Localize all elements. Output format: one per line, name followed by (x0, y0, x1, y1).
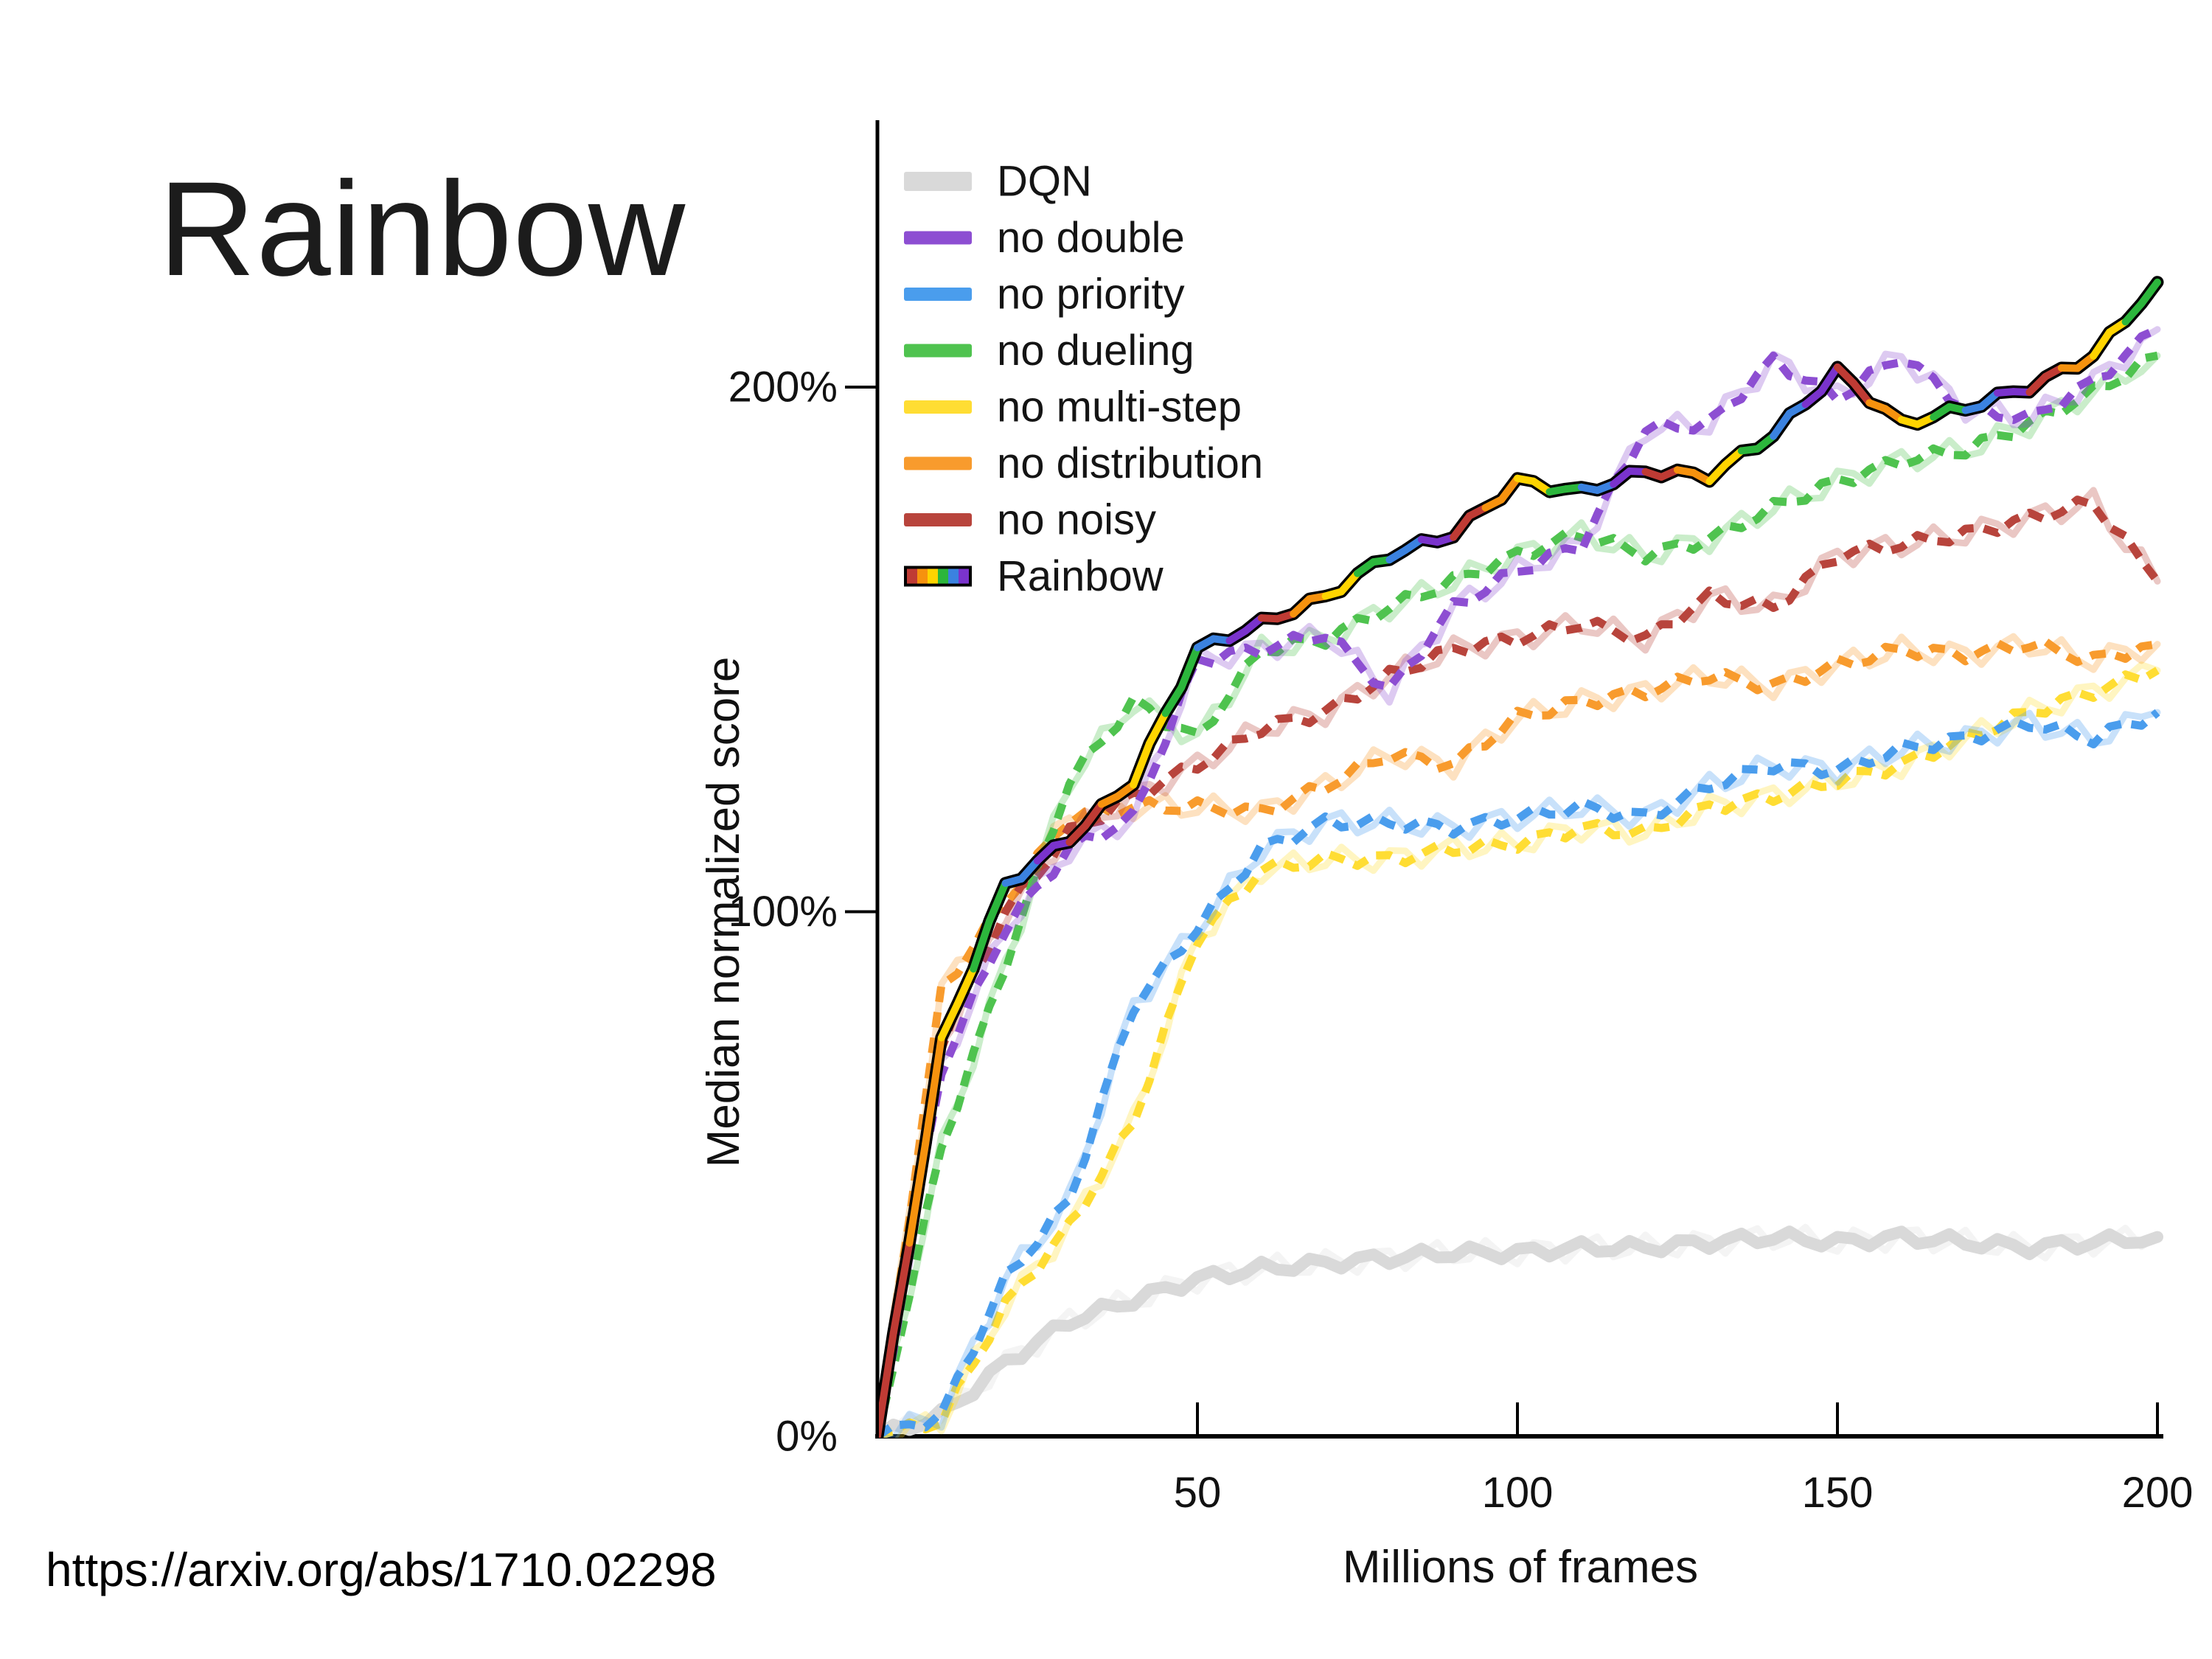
legend-swatch-band (948, 568, 959, 584)
series-shade-dqn (879, 1223, 2161, 1438)
legend: DQN no double no priority no dueling no mult… (904, 158, 1263, 600)
series-line-dqn (879, 1225, 2163, 1438)
series-line-no-double (879, 325, 2160, 1438)
legend-swatch (904, 231, 972, 245)
legend-label: no dueling (997, 327, 1194, 375)
y-axis-label: Median normalized score (698, 657, 749, 1168)
legend-item-no-double: no double (904, 214, 1185, 262)
series-line-no-noisy (879, 495, 2161, 1437)
legend-item-no-noisy: no noisy (904, 496, 1156, 544)
legend-swatch-band (917, 568, 928, 584)
legend-swatch (904, 172, 972, 191)
legend-swatch-band (938, 568, 948, 584)
legend-item-no-priority: no priority (904, 271, 1185, 319)
legend-label: no multi-step (997, 383, 1242, 431)
x-tick-label: 50 (1174, 1469, 1222, 1517)
y-tick-label: 200% (728, 364, 838, 411)
legend-item-no-multi-step: no multi-step (904, 383, 1242, 431)
x-axis-label: Millions of frames (1343, 1542, 1698, 1593)
legend-swatch-band (907, 568, 917, 584)
legend-swatch (904, 400, 972, 414)
x-tick-label: 100 (1482, 1469, 1554, 1517)
legend-label: no double (997, 214, 1185, 262)
tick-labels: 0% 100% 200% 50 100 150 200 (728, 364, 2194, 1517)
legend-swatch-band (959, 568, 969, 584)
legend-item-no-distribution: no distribution (904, 439, 1263, 487)
legend-swatch (904, 288, 972, 301)
legend-swatch-band (928, 568, 938, 584)
series-line-no-priority (879, 709, 2160, 1438)
legend-label: no noisy (997, 496, 1156, 544)
y-tick-label: 0% (776, 1413, 838, 1461)
legend-item-dqn: DQN (904, 158, 1092, 206)
legend-label: no priority (997, 271, 1185, 319)
series-line-no-distribution (879, 637, 2158, 1437)
y-tick-label: 100% (728, 888, 838, 936)
series-line-rainbow (879, 278, 2161, 1438)
series-shade-no-distribution (879, 633, 2161, 1438)
legend-label: DQN (997, 158, 1092, 206)
axes (845, 120, 2163, 1439)
legend-label: Rainbow (997, 552, 1164, 600)
series-line-no-dueling (879, 351, 2159, 1438)
plot-area (879, 276, 2164, 1438)
legend-item-no-dueling: no dueling (904, 327, 1194, 375)
x-tick-label: 150 (1802, 1469, 1874, 1517)
slide-title: Rainbow (159, 153, 686, 304)
source-url: https://arxiv.org/abs/1710.02298 (46, 1543, 717, 1596)
series-shade-no-noisy (879, 487, 2161, 1438)
series-line-no-multi-step (879, 667, 2160, 1438)
x-tick-label: 200 (2122, 1469, 2194, 1517)
legend-swatch (904, 344, 972, 358)
legend-swatch (904, 456, 972, 470)
legend-item-rainbow: Rainbow (904, 552, 1164, 600)
series-shade-no-double (879, 326, 2161, 1438)
legend-label: no distribution (997, 439, 1263, 487)
legend-swatch (904, 513, 972, 526)
